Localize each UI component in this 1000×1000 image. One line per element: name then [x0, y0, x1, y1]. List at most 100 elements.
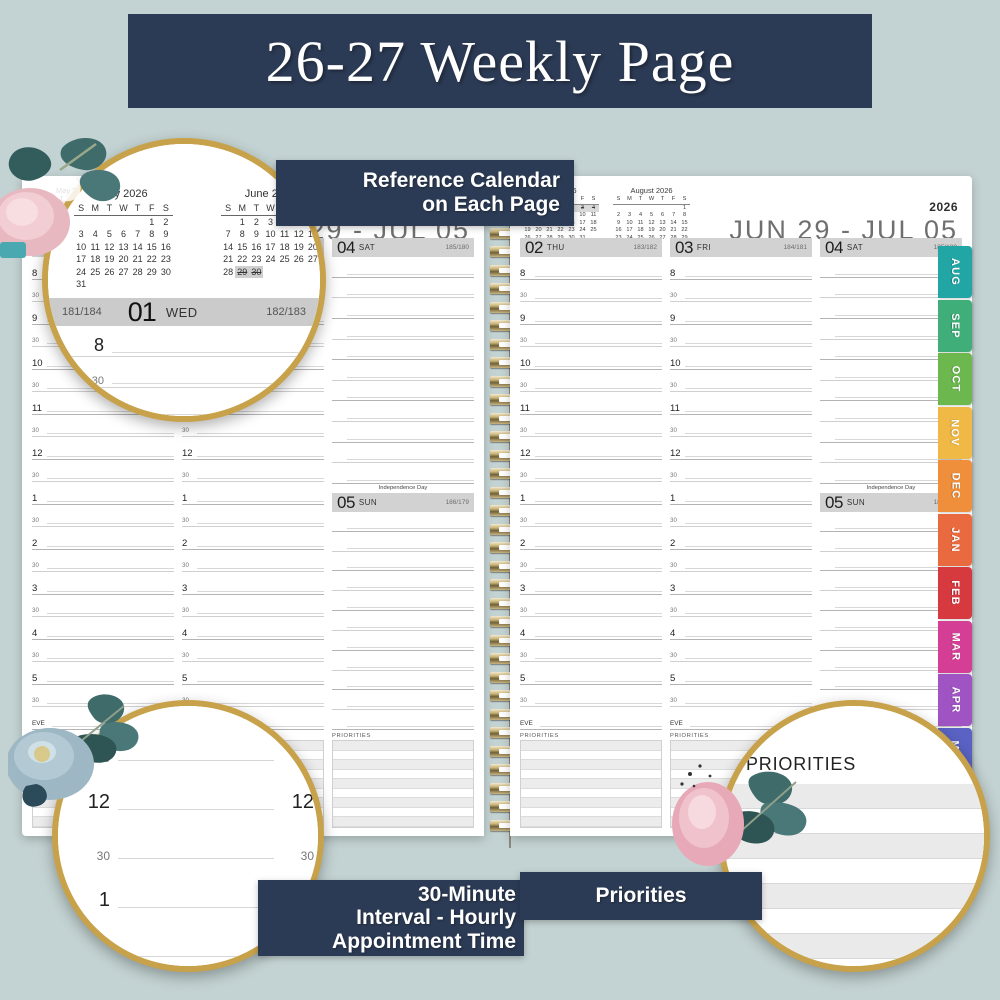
time-slot[interactable]: 30	[670, 505, 812, 528]
time-slot[interactable]: 8	[670, 257, 812, 280]
time-slot[interactable]	[820, 671, 962, 691]
time-slot[interactable]: 12	[32, 437, 174, 460]
time-slot[interactable]: 30	[520, 595, 662, 618]
time-slot[interactable]: 3	[670, 572, 812, 595]
time-slot[interactable]: 30	[670, 640, 812, 663]
priorities-row[interactable]	[333, 817, 473, 827]
priorities-row[interactable]	[521, 789, 661, 799]
time-slot[interactable]: 3	[520, 572, 662, 595]
time-slot[interactable]	[820, 443, 962, 464]
month-tab-aug[interactable]: AUG	[938, 246, 972, 298]
time-slot[interactable]: 30	[520, 325, 662, 348]
time-slot[interactable]: 11	[670, 392, 812, 415]
time-slot[interactable]: 12	[670, 437, 812, 460]
time-slot[interactable]: 2	[182, 527, 324, 550]
time-slot[interactable]: 4	[520, 617, 662, 640]
priorities-row[interactable]	[333, 789, 473, 799]
time-slot[interactable]: 3	[182, 572, 324, 595]
time-slot[interactable]: 30	[182, 595, 324, 618]
time-slot[interactable]: 5	[520, 662, 662, 685]
time-slot[interactable]: 30	[670, 685, 812, 708]
time-slot[interactable]: 30	[670, 595, 812, 618]
time-slot[interactable]	[820, 631, 962, 651]
time-slot[interactable]	[332, 257, 474, 278]
time-slot[interactable]: 9	[520, 302, 662, 325]
time-slot[interactable]	[332, 591, 474, 612]
time-slot[interactable]: 30	[520, 505, 662, 528]
time-slot[interactable]	[820, 591, 962, 612]
priorities-row[interactable]	[333, 808, 473, 818]
time-slot[interactable]: 30	[32, 505, 174, 528]
time-slot[interactable]: 2	[32, 527, 174, 550]
time-slot[interactable]: 30	[670, 460, 812, 483]
time-slot[interactable]	[332, 422, 474, 443]
month-tab-oct[interactable]: OCT	[938, 353, 972, 405]
month-tab-mar[interactable]: MAR	[938, 620, 972, 673]
time-slot[interactable]: 30	[670, 280, 812, 303]
month-tab-nov[interactable]: NOV	[938, 406, 972, 459]
time-slot[interactable]: 30	[520, 685, 662, 708]
priorities-row[interactable]	[521, 808, 661, 818]
time-slot[interactable]	[332, 552, 474, 572]
time-slot[interactable]: 30	[520, 415, 662, 438]
time-slot[interactable]	[332, 298, 474, 319]
priorities-row[interactable]	[333, 751, 473, 761]
time-slot[interactable]	[332, 443, 474, 464]
time-slot[interactable]	[820, 340, 962, 361]
time-slot[interactable]	[332, 512, 474, 532]
time-slot[interactable]: 30	[182, 550, 324, 573]
time-slot[interactable]	[332, 463, 474, 484]
time-slot[interactable]: 4	[182, 617, 324, 640]
priorities-row[interactable]	[521, 770, 661, 780]
time-slot[interactable]: 5	[670, 662, 812, 685]
month-tab-strip[interactable]: AUGSEPOCTNOVDECJANFEBMARAPRMAY	[938, 246, 972, 781]
time-slot[interactable]	[820, 422, 962, 443]
time-slot[interactable]: 1	[520, 482, 662, 505]
time-slot[interactable]: 30	[32, 460, 174, 483]
time-slot[interactable]	[332, 611, 474, 631]
priorities-box[interactable]	[332, 740, 474, 828]
time-slot[interactable]	[820, 571, 962, 592]
time-slot[interactable]: 12	[182, 437, 324, 460]
time-slot[interactable]: 4	[670, 617, 812, 640]
time-slot[interactable]: 10	[520, 347, 662, 370]
priorities-row[interactable]	[333, 779, 473, 789]
time-slot[interactable]	[820, 298, 962, 319]
time-slot[interactable]: 30	[32, 415, 174, 438]
time-slot[interactable]: 30	[520, 550, 662, 573]
time-slot[interactable]	[820, 360, 962, 381]
time-slot[interactable]: 30	[182, 640, 324, 663]
priorities-box[interactable]	[520, 740, 662, 828]
time-slot[interactable]: 1	[32, 482, 174, 505]
time-slot[interactable]: 30	[32, 640, 174, 663]
priorities-row[interactable]	[333, 760, 473, 770]
time-slot[interactable]: 11	[520, 392, 662, 415]
time-slot[interactable]	[820, 552, 962, 572]
priorities-row[interactable]	[333, 770, 473, 780]
month-tab-sep[interactable]: SEP	[938, 299, 972, 352]
time-slot[interactable]	[820, 651, 962, 671]
time-slot[interactable]: 2	[670, 527, 812, 550]
priorities-row[interactable]	[521, 779, 661, 789]
time-slot[interactable]: 30	[520, 280, 662, 303]
time-slot[interactable]: 30	[32, 595, 174, 618]
time-slot[interactable]: 5	[182, 662, 324, 685]
time-slot[interactable]	[332, 340, 474, 361]
time-slot[interactable]	[820, 381, 962, 402]
time-slot[interactable]	[332, 381, 474, 402]
time-slot[interactable]: 30	[520, 640, 662, 663]
time-slot[interactable]	[820, 278, 962, 299]
priorities-row[interactable]	[521, 751, 661, 761]
time-slot[interactable]	[820, 512, 962, 532]
time-slot[interactable]	[332, 651, 474, 671]
time-slot[interactable]: 3	[32, 572, 174, 595]
time-slot[interactable]: 2	[520, 527, 662, 550]
time-slot[interactable]: 30	[670, 325, 812, 348]
time-slot[interactable]	[332, 710, 474, 730]
time-slot[interactable]: 5	[32, 662, 174, 685]
time-slot[interactable]: EVE	[520, 707, 662, 730]
time-slot[interactable]: 30	[670, 550, 812, 573]
time-slot[interactable]: 30	[520, 460, 662, 483]
time-slot[interactable]	[332, 671, 474, 691]
time-slot[interactable]	[820, 611, 962, 631]
